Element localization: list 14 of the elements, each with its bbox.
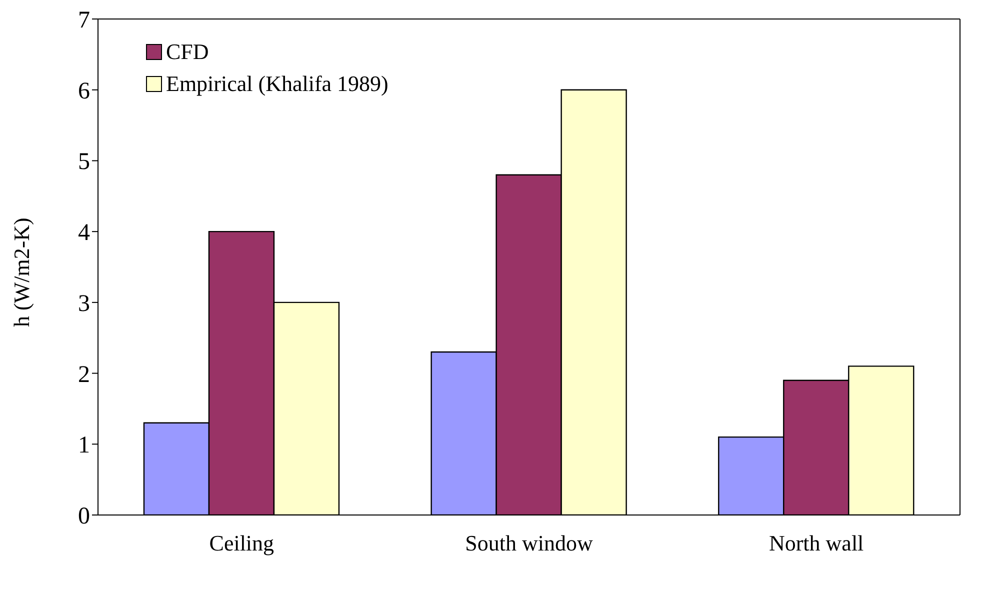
y-tick-label: 0 [78, 504, 90, 530]
y-tick-label: 7 [78, 8, 90, 34]
y-tick-label: 1 [78, 432, 90, 459]
x-tick-label: South window [465, 530, 593, 556]
y-tick-label: 2 [78, 362, 90, 388]
x-tick-label: Ceiling [209, 530, 274, 556]
y-tick-label: 6 [78, 78, 90, 104]
x-tick-label: North wall [768, 530, 864, 556]
y-tick-label: 4 [78, 220, 90, 246]
y-tick-label: 5 [78, 149, 90, 176]
legend-label: CFD [166, 39, 209, 65]
legend-label: Empirical (Khalifa 1989) [166, 71, 388, 97]
y-tick-label: 3 [78, 290, 90, 317]
y-axis-title: h (W/m2-K) [8, 218, 34, 327]
